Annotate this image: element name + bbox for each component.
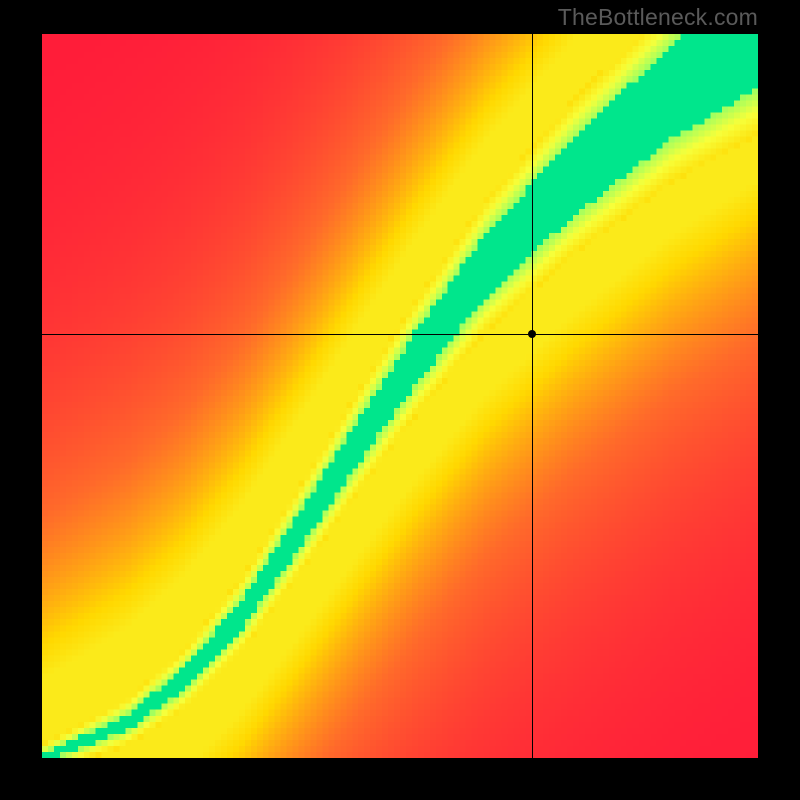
crosshair-dot <box>528 330 536 338</box>
watermark-text: TheBottleneck.com <box>558 4 758 31</box>
plot-area <box>42 34 758 758</box>
crosshair-horizontal <box>42 334 758 335</box>
chart-frame: TheBottleneck.com <box>0 0 800 800</box>
crosshair-vertical <box>532 34 533 758</box>
heatmap-canvas <box>42 34 758 758</box>
